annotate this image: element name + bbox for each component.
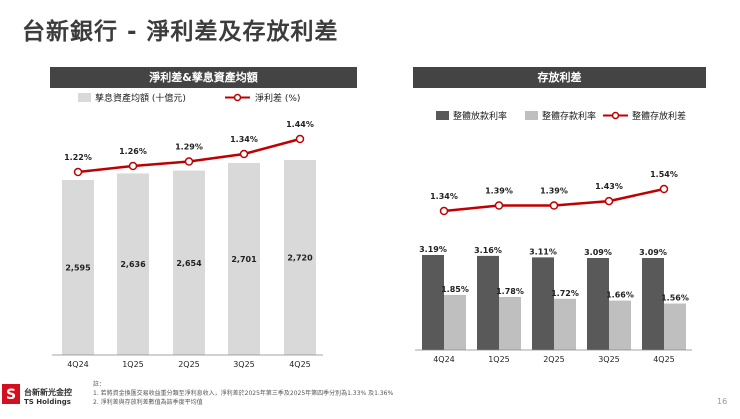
spread-point: [604, 196, 614, 206]
spread-point: [494, 201, 504, 210]
nim-point-label: 1.44%: [286, 120, 314, 129]
footnotes: 註： 1. 若將資金換匯交易收益重分類至淨利息收入，淨利差於2025年第三季及2…: [93, 380, 393, 407]
logo-name-en: TS Holdings: [24, 398, 71, 406]
deposit-rate-bar: [609, 300, 631, 350]
nim-chart-header: 淨利差&孳息資產均額: [50, 67, 357, 88]
nim-x-tick: 4Q24: [67, 360, 89, 369]
spread-legend-loan-label: 整體放款利率: [453, 110, 507, 122]
loan-rate-bar: [642, 257, 664, 350]
logo-name-cn: 台新新光金控: [24, 388, 72, 397]
spread-point-label: 1.39%: [485, 187, 513, 196]
nim-legend-line-marker: [233, 93, 242, 102]
nim-point: [239, 149, 249, 159]
deposit-rate-label: 1.78%: [496, 287, 524, 296]
spread-legend-line-label: 整體存放利差: [632, 110, 686, 122]
deposit-rate-label: 1.56%: [661, 294, 689, 303]
spread-point: [659, 184, 669, 194]
nim-x-tick: 3Q25: [233, 360, 255, 369]
nim-point-label: 1.29%: [175, 143, 203, 152]
page-number: 16: [717, 397, 728, 406]
loan-rate-label: 3.09%: [639, 248, 667, 257]
loan-rate-label: 3.11%: [529, 247, 557, 256]
deposit-rate-label: 1.85%: [441, 285, 469, 294]
nim-legend-line-label: 淨利差 (%): [255, 92, 300, 104]
asset-bar: [62, 179, 94, 355]
asset-bar: [228, 163, 260, 355]
asset-bar-label: 2,636: [120, 260, 146, 269]
asset-bar: [173, 170, 205, 355]
nim-x-tick: 2Q25: [178, 360, 200, 369]
spread-legend-deposit-label: 整體存款利率: [542, 110, 596, 122]
nim-x-tick: 4Q25: [289, 360, 311, 369]
spread-x-tick: 2Q25: [543, 355, 565, 364]
deposit-rate-bar: [444, 294, 466, 350]
loan-rate-bar: [422, 255, 444, 350]
nim-legend-bar-label: 孳息資產均額 (十億元): [95, 92, 186, 104]
spread-x-tick: 4Q25: [653, 355, 675, 364]
nim-legend-bar-swatch: [78, 93, 91, 102]
asset-bar-label: 2,720: [287, 254, 313, 263]
loan-rate-label: 3.09%: [584, 248, 612, 257]
nim-x-tick: 1Q25: [122, 360, 144, 369]
loan-rate-label: 3.19%: [419, 245, 447, 254]
page-title: 台新銀行 - 淨利差及存放利差: [22, 19, 339, 45]
spread-legend-deposit-swatch: [525, 111, 538, 120]
nim-point: [73, 167, 83, 177]
loan-rate-bar: [477, 255, 499, 350]
spread-point-label: 1.54%: [650, 170, 678, 179]
nim-line: [77, 137, 301, 174]
deposit-rate-bar: [664, 303, 686, 350]
spread-point: [439, 206, 449, 216]
nim-point-label: 1.34%: [230, 135, 258, 144]
spread-point-label: 1.43%: [595, 182, 623, 191]
nim-point-label: 1.22%: [64, 153, 92, 162]
svg-text:S: S: [6, 387, 16, 403]
spread-point-label: 1.34%: [430, 192, 458, 201]
loan-rate-label: 3.16%: [474, 246, 502, 255]
footnote-label: 註：: [93, 381, 106, 388]
nim-point: [295, 134, 305, 144]
deposit-rate-bar: [554, 298, 576, 350]
deposit-rate-bar: [499, 296, 521, 350]
footnote-1: 1. 若將資金換匯交易收益重分類至淨利息收入，淨利差於2025年第三季及2025…: [93, 390, 394, 397]
spread-x-tick: 3Q25: [598, 355, 620, 364]
spread-point: [549, 201, 559, 210]
ts-logo-icon: S: [2, 384, 20, 404]
asset-bar-label: 2,701: [231, 255, 257, 264]
nim-point: [128, 161, 138, 171]
loan-rate-bar: [532, 257, 554, 350]
footnote-2: 2. 淨利差與存放利差數值為該季度平均值: [93, 399, 203, 406]
spread-legend-line-marker: [611, 111, 620, 120]
spread-legend-loan-swatch: [436, 111, 449, 120]
spread-point-label: 1.39%: [540, 187, 568, 196]
asset-bar: [117, 173, 149, 355]
spread-x-tick: 1Q25: [488, 355, 510, 364]
nim-point: [184, 157, 194, 166]
deposit-rate-label: 1.66%: [606, 291, 634, 300]
asset-bar-label: 2,654: [176, 259, 202, 268]
asset-bar: [284, 160, 316, 355]
spread-chart-header: 存放利差: [413, 67, 706, 88]
deposit-rate-label: 1.72%: [551, 289, 579, 298]
loan-rate-bar: [587, 257, 609, 350]
spread-line: [443, 187, 665, 213]
spread-x-tick: 4Q24: [433, 355, 455, 364]
asset-bar-label: 2,595: [65, 263, 91, 272]
nim-point-label: 1.26%: [119, 147, 147, 156]
